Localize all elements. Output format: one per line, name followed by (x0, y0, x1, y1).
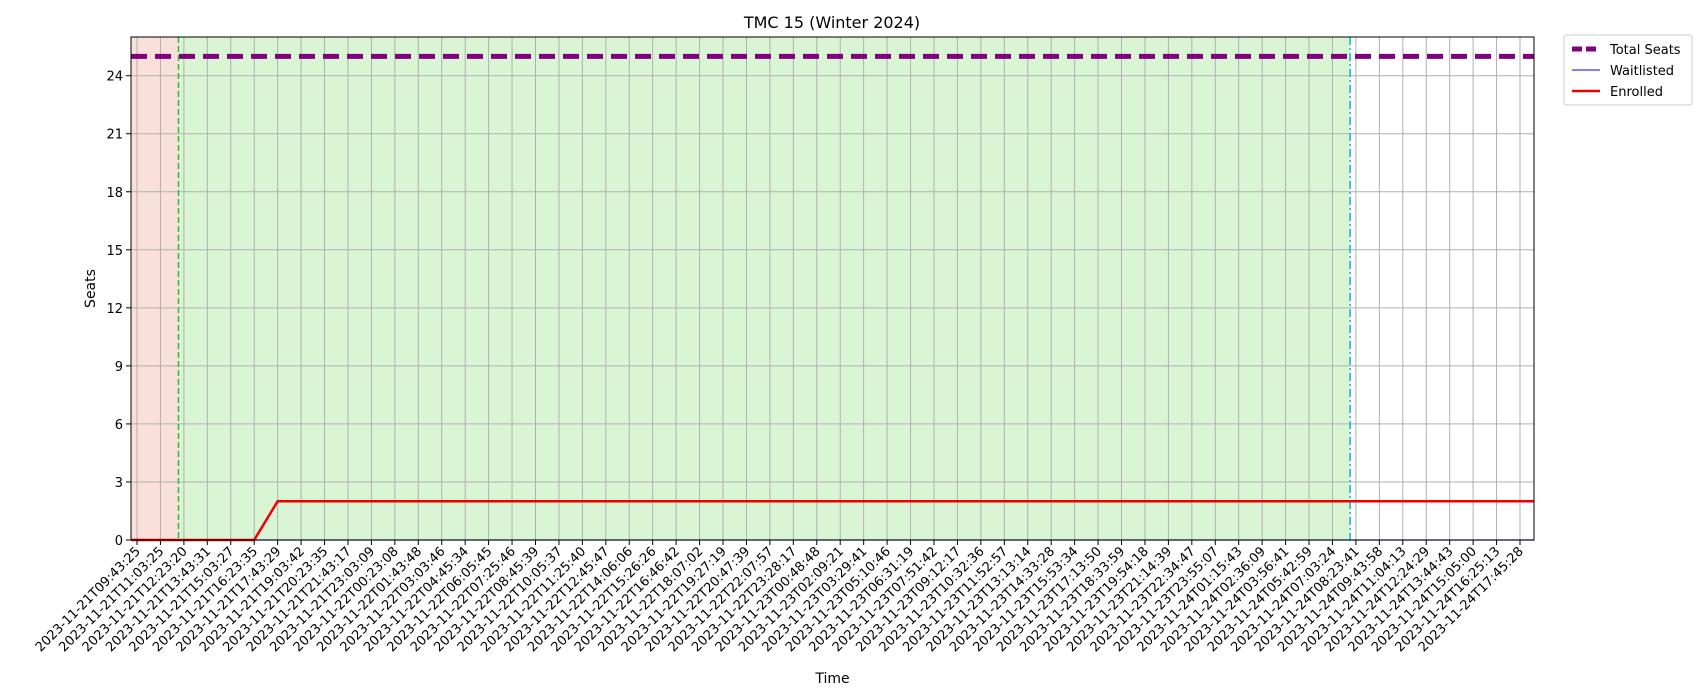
legend-label: Total Seats (1609, 43, 1681, 58)
legend: Total Seats Waitlisted Enrolled (1563, 34, 1693, 106)
legend-label: Waitlisted (1610, 64, 1674, 79)
y-tick-label: 6 (115, 418, 123, 433)
marker-lines (177, 37, 1351, 540)
y-tick-label: 0 (115, 534, 123, 549)
y-tick-label: 12 (106, 302, 123, 317)
y-tick-label: 3 (115, 476, 123, 491)
shaded-regions (131, 37, 1351, 540)
x-axis-label: Time (814, 671, 849, 687)
y-axis-label: Seats (83, 269, 99, 308)
y-tick-label: 21 (106, 128, 123, 143)
y-tick-label: 9 (115, 360, 123, 375)
legend-box (1563, 34, 1693, 106)
series-line-enrolled (131, 500, 1534, 542)
shaded-region-1 (178, 37, 1351, 540)
chart-title: TMC 15 (Winter 2024) (743, 13, 920, 32)
legend-label: Enrolled (1610, 85, 1663, 100)
y-tick-label: 18 (106, 186, 123, 201)
shaded-region-0 (131, 37, 179, 540)
plot-frame (130, 36, 1535, 541)
y-tick-label: 15 (106, 244, 123, 259)
x-axis: 2023-11-21T09:43:252023-11-21T11:03:2520… (33, 540, 1527, 655)
y-tick-label: 24 (106, 70, 123, 85)
y-axis: 0 3 6 9 12 15 18 21 24 (106, 70, 131, 549)
